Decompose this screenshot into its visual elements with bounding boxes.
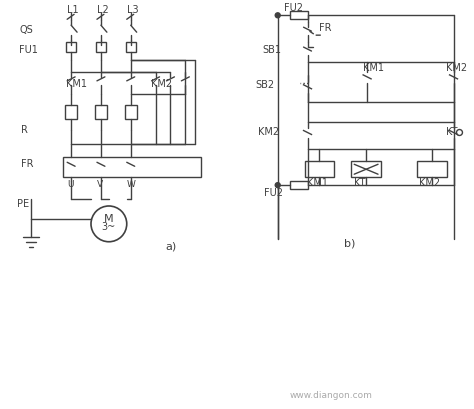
Text: R: R bbox=[21, 124, 28, 135]
Text: FU2: FU2 bbox=[283, 3, 303, 13]
Bar bbox=[290, 181, 308, 189]
Text: KM2: KM2 bbox=[419, 178, 440, 188]
Text: PE: PE bbox=[17, 199, 28, 209]
Text: b): b) bbox=[344, 239, 356, 249]
Text: M: M bbox=[104, 214, 114, 224]
Bar bbox=[63, 157, 201, 177]
Text: KM2: KM2 bbox=[446, 63, 467, 73]
Text: www.diangon.com: www.diangon.com bbox=[290, 391, 373, 400]
Text: 3~: 3~ bbox=[102, 222, 116, 232]
Bar bbox=[126, 42, 136, 52]
Text: L2: L2 bbox=[97, 5, 109, 15]
Bar bbox=[96, 42, 106, 52]
Text: KT: KT bbox=[354, 178, 366, 188]
Text: KM2: KM2 bbox=[151, 79, 172, 89]
Bar bbox=[65, 105, 77, 119]
Circle shape bbox=[456, 130, 463, 135]
Bar bbox=[417, 161, 447, 177]
Text: V: V bbox=[97, 180, 103, 189]
Circle shape bbox=[91, 206, 127, 242]
Bar bbox=[351, 161, 381, 177]
Text: KM1: KM1 bbox=[66, 79, 87, 89]
Text: FR: FR bbox=[319, 23, 332, 33]
Text: SB2: SB2 bbox=[256, 80, 275, 90]
Bar bbox=[125, 105, 137, 119]
Bar bbox=[304, 161, 334, 177]
Circle shape bbox=[275, 183, 280, 188]
Text: U: U bbox=[67, 180, 73, 189]
Bar bbox=[66, 42, 76, 52]
Bar bbox=[290, 11, 308, 19]
Text: FU2: FU2 bbox=[264, 188, 283, 198]
Text: L1: L1 bbox=[67, 5, 79, 15]
Text: FR: FR bbox=[21, 159, 34, 169]
Text: QS: QS bbox=[19, 25, 33, 35]
Text: a): a) bbox=[165, 242, 177, 252]
Text: FU1: FU1 bbox=[19, 45, 38, 55]
Text: KM1: KM1 bbox=[307, 178, 328, 188]
Text: SB1: SB1 bbox=[263, 45, 282, 55]
Text: KM2: KM2 bbox=[258, 128, 279, 137]
Text: KM1: KM1 bbox=[363, 63, 384, 73]
Text: L3: L3 bbox=[127, 5, 138, 15]
Text: W: W bbox=[127, 180, 136, 189]
Text: KT: KT bbox=[446, 128, 457, 137]
Bar bbox=[95, 105, 107, 119]
Circle shape bbox=[275, 13, 280, 18]
